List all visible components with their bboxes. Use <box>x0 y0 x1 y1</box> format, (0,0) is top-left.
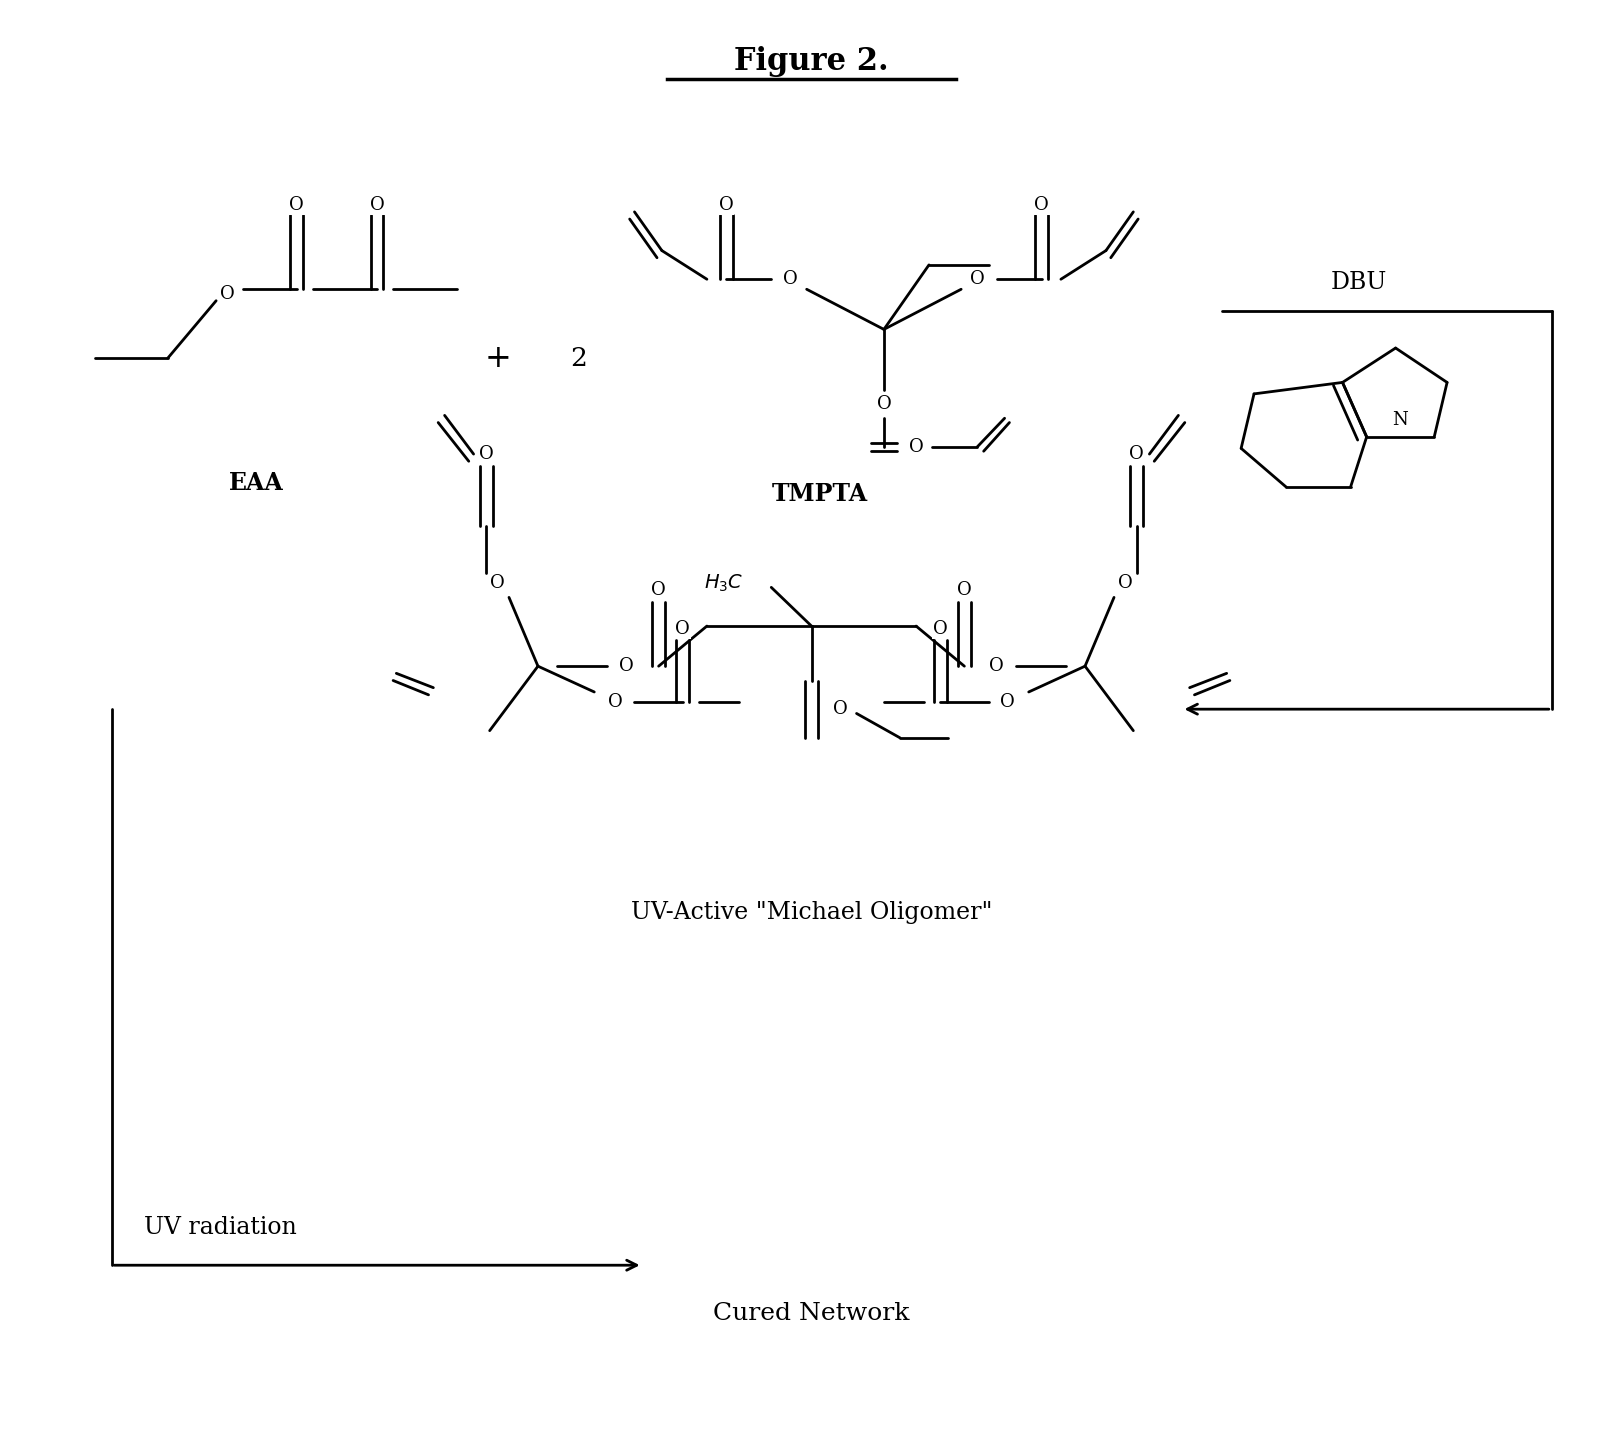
Text: Figure 2.: Figure 2. <box>734 46 889 77</box>
Text: O: O <box>651 582 665 599</box>
Text: DBU: DBU <box>1331 271 1386 294</box>
Text: N: N <box>1393 411 1409 428</box>
Text: O: O <box>221 285 235 302</box>
Text: UV-Active "Michael Oligomer": UV-Active "Michael Oligomer" <box>631 901 992 925</box>
Text: O: O <box>909 438 923 456</box>
Text: O: O <box>971 271 985 288</box>
Text: O: O <box>618 657 635 676</box>
Text: $H_3C$: $H_3C$ <box>704 573 743 593</box>
Text: O: O <box>675 619 690 638</box>
Text: O: O <box>607 693 623 710</box>
Text: O: O <box>1130 446 1144 463</box>
Text: O: O <box>988 657 1005 676</box>
Text: O: O <box>289 195 304 214</box>
Text: O: O <box>370 195 385 214</box>
Text: O: O <box>833 700 847 718</box>
Text: +: + <box>484 343 511 373</box>
Text: O: O <box>1000 693 1016 710</box>
Text: O: O <box>933 619 948 638</box>
Text: O: O <box>1118 574 1133 592</box>
Text: O: O <box>719 195 734 214</box>
Text: EAA: EAA <box>229 470 284 495</box>
Text: O: O <box>876 395 891 412</box>
Text: UV radiation: UV radiation <box>144 1217 297 1240</box>
Text: 2: 2 <box>570 346 586 370</box>
Text: Cured Network: Cured Network <box>712 1302 911 1325</box>
Text: O: O <box>1034 195 1048 214</box>
Text: O: O <box>479 446 493 463</box>
Text: O: O <box>784 271 799 288</box>
Text: TMPTA: TMPTA <box>771 482 868 506</box>
Text: O: O <box>958 582 972 599</box>
Text: O: O <box>490 574 505 592</box>
